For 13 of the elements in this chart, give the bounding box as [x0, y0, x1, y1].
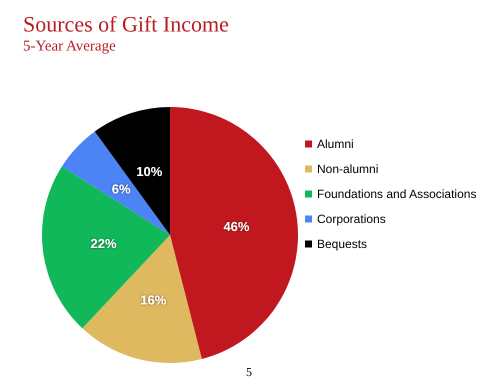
legend-label: Corporations [317, 212, 386, 226]
chart-subtitle: 5-Year Average [23, 38, 116, 54]
data-label: 46% [223, 219, 250, 234]
data-label: 6% [112, 182, 131, 197]
text: 5 [246, 365, 252, 379]
legend-label: Non-alumni [317, 162, 378, 176]
data-label: 16% [140, 292, 167, 308]
legend-label: Alumni [317, 137, 354, 151]
data-label: 10% [136, 164, 163, 179]
legend-label: Foundations and Associations [317, 187, 476, 201]
legend-label: Bequests [317, 237, 368, 251]
data-label: 22% [90, 236, 117, 251]
chart-title: Sources of Gift Income [23, 12, 229, 36]
